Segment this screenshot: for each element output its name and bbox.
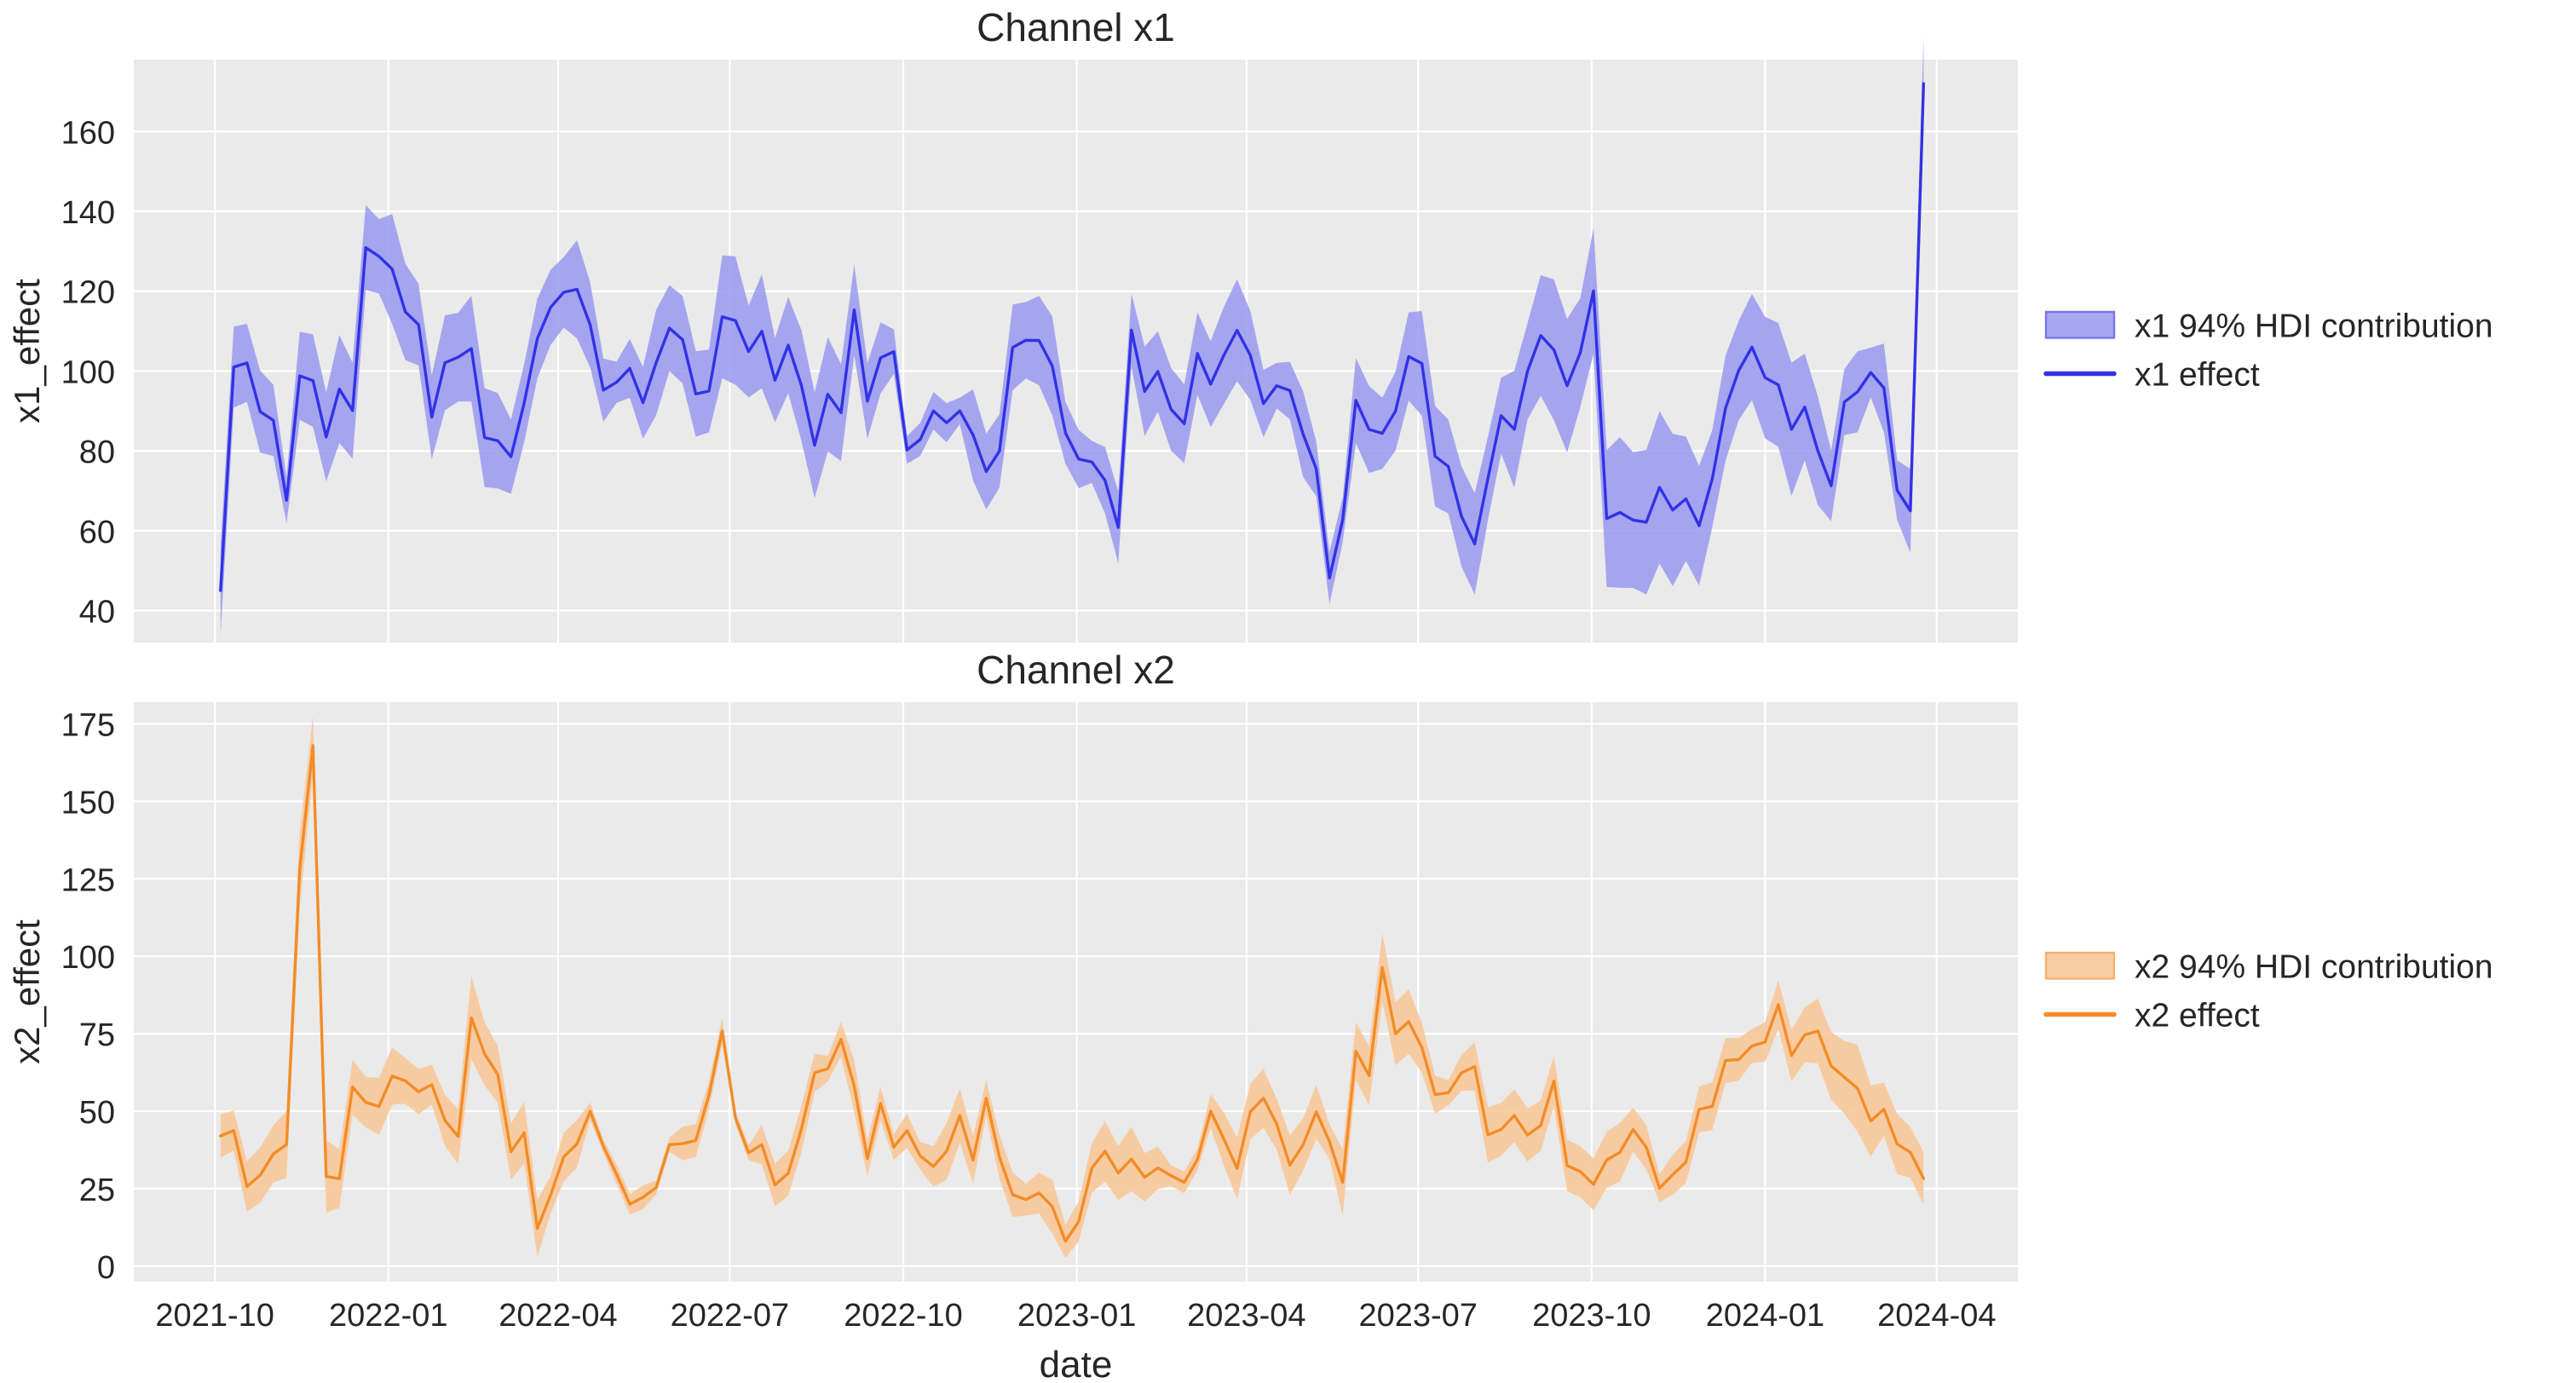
svg-text:2022-04: 2022-04 bbox=[498, 1298, 617, 1334]
svg-text:160: 160 bbox=[61, 115, 115, 151]
svg-text:2022-10: 2022-10 bbox=[844, 1298, 962, 1334]
svg-text:Channel x2: Channel x2 bbox=[977, 648, 1175, 692]
svg-text:x1 effect: x1 effect bbox=[2135, 357, 2260, 394]
svg-text:100: 100 bbox=[61, 940, 115, 976]
svg-text:140: 140 bbox=[61, 195, 115, 231]
svg-text:2023-04: 2023-04 bbox=[1187, 1298, 1305, 1334]
svg-text:50: 50 bbox=[79, 1095, 115, 1131]
svg-text:2023-07: 2023-07 bbox=[1358, 1298, 1477, 1334]
svg-text:60: 60 bbox=[79, 515, 115, 550]
svg-text:x1 94% HDI contribution: x1 94% HDI contribution bbox=[2135, 308, 2493, 344]
svg-text:2024-04: 2024-04 bbox=[1877, 1298, 1996, 1334]
svg-text:x2 94% HDI contribution: x2 94% HDI contribution bbox=[2135, 948, 2493, 985]
svg-text:2021-10: 2021-10 bbox=[155, 1298, 274, 1334]
svg-text:Channel x1: Channel x1 bbox=[977, 5, 1175, 49]
svg-text:100: 100 bbox=[61, 354, 115, 390]
svg-text:40: 40 bbox=[79, 595, 115, 631]
svg-text:2022-07: 2022-07 bbox=[671, 1298, 789, 1334]
svg-text:2023-01: 2023-01 bbox=[1017, 1298, 1136, 1334]
svg-text:x2_effect: x2_effect bbox=[7, 919, 47, 1064]
svg-text:25: 25 bbox=[79, 1173, 115, 1208]
svg-text:2023-10: 2023-10 bbox=[1532, 1298, 1651, 1334]
svg-text:date: date bbox=[1040, 1344, 1113, 1383]
svg-text:x1_effect: x1_effect bbox=[7, 279, 47, 424]
svg-text:80: 80 bbox=[79, 435, 115, 470]
svg-text:0: 0 bbox=[97, 1250, 115, 1286]
svg-text:175: 175 bbox=[61, 707, 115, 743]
svg-text:120: 120 bbox=[61, 275, 115, 311]
svg-text:125: 125 bbox=[61, 862, 115, 898]
svg-text:75: 75 bbox=[79, 1017, 115, 1053]
svg-text:150: 150 bbox=[61, 785, 115, 821]
svg-text:2024-01: 2024-01 bbox=[1706, 1298, 1824, 1334]
svg-text:x2 effect: x2 effect bbox=[2135, 998, 2260, 1034]
svg-text:2022-01: 2022-01 bbox=[329, 1298, 447, 1334]
